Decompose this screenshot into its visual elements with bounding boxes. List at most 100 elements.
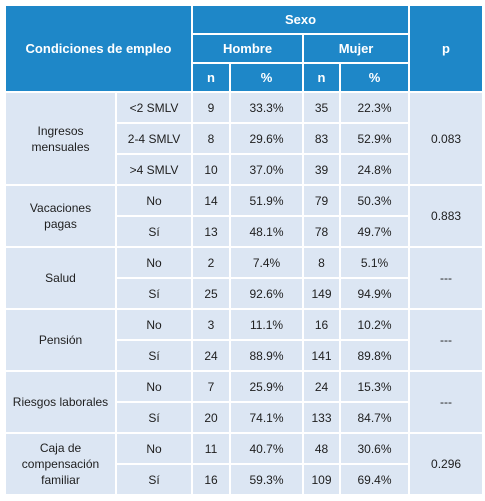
header-hombre: Hombre xyxy=(191,33,305,64)
header-mujer-pct: % xyxy=(339,62,411,93)
mujer-n-cell: 8 xyxy=(302,246,342,279)
table-row: Riesgos laborales No 7 25.9% 24 15.3% --- xyxy=(4,370,485,434)
hombre-pct-cell: 11.1% xyxy=(229,308,305,341)
hombre-pct-cell: 59.3% xyxy=(229,463,305,496)
mujer-n-cell: 79 xyxy=(302,184,342,217)
mujer-n-cell: 109 xyxy=(302,463,342,496)
table-row: Sí 20 74.1% 133 84.7% xyxy=(5,401,483,434)
hombre-n-cell: 7 xyxy=(191,370,232,403)
table-row: 2-4 SMLV 8 29.6% 83 52.9% xyxy=(5,122,483,155)
mujer-pct-cell: 15.3% xyxy=(339,370,411,403)
hombre-n-cell: 9 xyxy=(191,91,232,124)
hombre-pct-cell: 48.1% xyxy=(229,215,305,248)
category-cell: Sí xyxy=(114,277,194,310)
mujer-pct-cell: 49.7% xyxy=(339,215,411,248)
condition-label: Salud xyxy=(4,246,117,310)
mujer-n-cell: 48 xyxy=(302,432,342,465)
mujer-pct-cell: 52.9% xyxy=(339,122,411,155)
table-row: Sí 24 88.9% 141 89.8% xyxy=(5,339,483,372)
hombre-pct-cell: 74.1% xyxy=(229,401,305,434)
mujer-pct-cell: 69.4% xyxy=(339,463,411,496)
hombre-pct-cell: 25.9% xyxy=(229,370,305,403)
mujer-pct-cell: 89.8% xyxy=(339,339,411,372)
hombre-pct-cell: 92.6% xyxy=(229,277,305,310)
hombre-n-cell: 8 xyxy=(191,122,232,155)
condition-label-line: compensación xyxy=(21,457,100,471)
mujer-n-cell: 83 xyxy=(302,122,342,155)
mujer-pct-cell: 30.6% xyxy=(339,432,411,465)
table-row: Pensión No 3 11.1% 16 10.2% --- xyxy=(4,308,485,372)
condition-label: Ingresos mensuales xyxy=(4,91,117,186)
mujer-pct-cell: 22.3% xyxy=(339,91,411,124)
condition-label: Vacaciones pagas xyxy=(4,184,117,248)
header-hombre-pct: % xyxy=(229,62,305,93)
category-cell: 2-4 SMLV xyxy=(114,122,194,155)
condition-label: Caja de compensación familiar xyxy=(4,432,117,496)
category-cell: No xyxy=(114,308,194,341)
condition-label-line: Vacaciones xyxy=(29,201,92,215)
mujer-n-cell: 141 xyxy=(302,339,342,372)
mujer-n-cell: 149 xyxy=(302,277,342,310)
hombre-pct-cell: 88.9% xyxy=(229,339,305,372)
hombre-n-cell: 11 xyxy=(191,432,232,465)
table-row: Ingresos mensuales <2 SMLV 9 33.3% 35 22.3% 0.0… xyxy=(4,91,485,186)
table-row: >4 SMLV 10 37.0% 39 24.8% xyxy=(5,153,483,186)
category-cell: Sí xyxy=(114,339,194,372)
employment-conditions-table: Condiciones de empleo Sexo p Hombre Muje… xyxy=(3,4,485,496)
mujer-n-cell: 16 xyxy=(302,308,342,341)
hombre-n-cell: 14 xyxy=(191,184,232,217)
header-mujer-n: n xyxy=(302,62,342,93)
condition-label-line: Pensión xyxy=(38,333,83,347)
p-value-cell: 0.083 xyxy=(408,91,485,186)
hombre-pct-cell: 7.4% xyxy=(229,246,305,279)
condition-label-line: mensuales xyxy=(31,139,90,154)
mujer-pct-cell: 94.9% xyxy=(339,277,411,310)
hombre-n-cell: 2 xyxy=(191,246,232,279)
hombre-n-cell: 24 xyxy=(191,339,232,372)
header-sexo: Sexo xyxy=(191,4,411,35)
mujer-n-cell: 78 xyxy=(302,215,342,248)
mujer-n-cell: 39 xyxy=(302,153,342,186)
condition-label-line: Caja de xyxy=(39,441,82,455)
condition-label-line: pagas xyxy=(44,217,77,231)
condition-label-line: Riesgos laborales xyxy=(12,395,109,409)
table-row: Sí 13 48.1% 78 49.7% xyxy=(5,215,483,248)
hombre-n-cell: 10 xyxy=(191,153,232,186)
condition-label: Riesgos laborales xyxy=(4,370,117,434)
category-cell: No xyxy=(114,184,194,217)
category-cell: Sí xyxy=(114,463,194,496)
header-p: p xyxy=(408,4,485,93)
hombre-n-cell: 13 xyxy=(191,215,232,248)
category-cell: Sí xyxy=(114,401,194,434)
p-value-cell: --- xyxy=(408,308,485,372)
table-row: Vacaciones pagas No 14 51.9% 79 50.3% 0.883 xyxy=(4,184,485,248)
category-cell: No xyxy=(114,246,194,279)
table-row: Sí 25 92.6% 149 94.9% xyxy=(5,277,483,310)
category-cell: >4 SMLV xyxy=(114,153,194,186)
mujer-pct-cell: 50.3% xyxy=(339,184,411,217)
condition-label-line: Salud xyxy=(45,271,76,285)
hombre-n-cell: 25 xyxy=(191,277,232,310)
mujer-pct-cell: 24.8% xyxy=(339,153,411,186)
mujer-pct-cell: 10.2% xyxy=(339,308,411,341)
p-value-cell: --- xyxy=(408,246,485,310)
table-row: Sí 16 59.3% 109 69.4% xyxy=(5,463,483,496)
mujer-pct-cell: 84.7% xyxy=(339,401,411,434)
table-body: Ingresos mensuales <2 SMLV 9 33.3% 35 22.3% 0.0… xyxy=(4,91,485,496)
header-condiciones: Condiciones de empleo xyxy=(3,4,194,93)
condition-label-line: familiar xyxy=(41,473,80,487)
p-value-cell: --- xyxy=(408,370,485,434)
header-mujer: Mujer xyxy=(302,33,411,64)
mujer-n-cell: 35 xyxy=(302,91,342,124)
condition-label-line: Ingresos xyxy=(37,123,84,138)
hombre-pct-cell: 29.6% xyxy=(229,122,305,155)
header-hombre-n: n xyxy=(191,62,232,93)
mujer-n-cell: 133 xyxy=(302,401,342,434)
hombre-pct-cell: 37.0% xyxy=(229,153,305,186)
p-value-cell: 0.296 xyxy=(408,432,485,496)
p-value-cell: 0.883 xyxy=(408,184,485,248)
table-row: Salud No 2 7.4% 8 5.1% --- xyxy=(4,246,485,310)
mujer-n-cell: 24 xyxy=(302,370,342,403)
hombre-pct-cell: 51.9% xyxy=(229,184,305,217)
mujer-pct-cell: 5.1% xyxy=(339,246,411,279)
